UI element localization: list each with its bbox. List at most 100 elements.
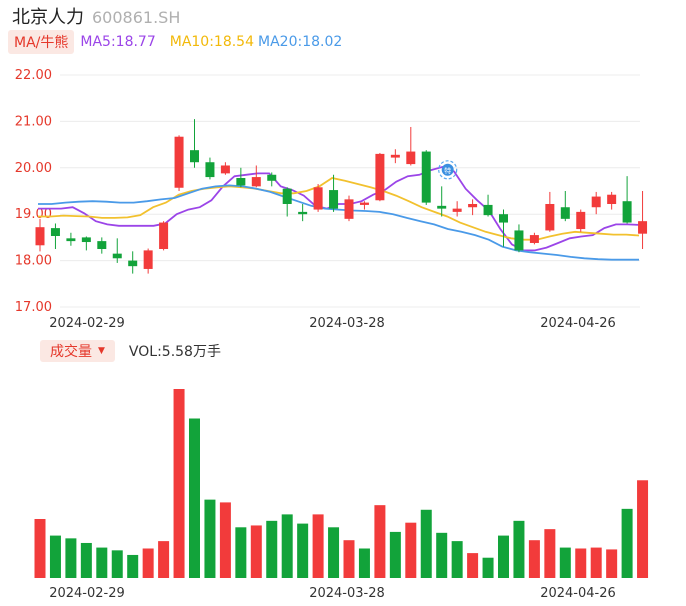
volume-bar bbox=[189, 418, 200, 578]
stock-name: 北京人力 bbox=[12, 7, 84, 28]
candle-body bbox=[452, 208, 462, 212]
candle bbox=[560, 191, 570, 222]
volume-bar bbox=[590, 547, 602, 578]
dropdown-caret-icon: ▼ bbox=[98, 346, 105, 356]
volume-bar bbox=[374, 505, 386, 578]
candle-body bbox=[359, 202, 369, 205]
volume-bar bbox=[142, 548, 154, 578]
candle-body bbox=[576, 211, 586, 230]
candle-body bbox=[313, 187, 323, 210]
candle bbox=[390, 149, 400, 164]
volume-bar bbox=[219, 502, 231, 578]
candle-body bbox=[344, 199, 354, 219]
candle bbox=[143, 248, 153, 274]
candle bbox=[452, 201, 462, 217]
candle-body bbox=[190, 150, 199, 163]
stock-code: 600861.SH bbox=[92, 8, 181, 27]
y-tick-label: 17.00 bbox=[15, 300, 52, 315]
candle-body bbox=[35, 227, 45, 246]
volume-bar bbox=[513, 520, 525, 578]
candle bbox=[344, 195, 354, 222]
volume-bar bbox=[343, 540, 355, 578]
candle bbox=[128, 251, 138, 274]
volume-bar bbox=[405, 522, 417, 578]
candle bbox=[421, 150, 431, 205]
candle bbox=[112, 238, 122, 263]
candle-body bbox=[81, 237, 91, 243]
volume-bar bbox=[575, 548, 587, 578]
candle bbox=[607, 191, 617, 210]
volume-bar bbox=[96, 547, 108, 578]
y-tick-label: 21.00 bbox=[15, 114, 52, 129]
candle bbox=[66, 232, 76, 246]
y-tick-label: 19.00 bbox=[15, 207, 52, 222]
candle-body bbox=[421, 151, 431, 203]
candle bbox=[359, 201, 369, 210]
candle bbox=[437, 186, 447, 217]
candle-body bbox=[282, 188, 292, 204]
ma-line-ma5 bbox=[38, 165, 640, 252]
candle bbox=[468, 199, 478, 216]
candle-body bbox=[267, 174, 277, 181]
volume-bar bbox=[80, 542, 92, 578]
volume-x-tick-label: 2024-04-26 bbox=[540, 586, 616, 601]
candle-body bbox=[483, 204, 493, 216]
candle-body bbox=[174, 136, 184, 188]
volume-bar bbox=[420, 509, 432, 578]
candle-body bbox=[514, 230, 524, 251]
candle bbox=[236, 167, 246, 188]
volume-indicator-tab[interactable]: 成交量 ▼ bbox=[40, 340, 115, 362]
marker-label: 特 bbox=[444, 166, 451, 175]
candle bbox=[282, 187, 292, 217]
volume-bar bbox=[204, 499, 216, 578]
candle bbox=[35, 218, 45, 252]
candle bbox=[298, 203, 308, 222]
ma-line-ma20 bbox=[38, 184, 639, 261]
candle-body bbox=[560, 207, 570, 219]
volume-bar bbox=[34, 518, 46, 578]
price-x-tick-label: 2024-02-29 bbox=[49, 316, 125, 331]
candle bbox=[638, 191, 648, 249]
ma-indicator-tab[interactable]: MA/牛熊 bbox=[8, 30, 75, 54]
candle-body bbox=[159, 222, 169, 249]
volume-bar bbox=[49, 535, 61, 578]
candle-body bbox=[143, 250, 153, 269]
volume-bar bbox=[482, 557, 494, 578]
candle bbox=[220, 162, 230, 175]
candle bbox=[267, 172, 277, 187]
candle-body bbox=[390, 154, 400, 158]
candle-body bbox=[298, 211, 308, 215]
volume-bar bbox=[127, 554, 139, 578]
candle bbox=[529, 232, 539, 245]
volume-bar bbox=[606, 549, 618, 578]
volume-legend: 成交量 ▼ VOL:5.58万手 bbox=[40, 340, 221, 362]
volume-bar bbox=[111, 550, 123, 578]
volume-bar bbox=[328, 527, 340, 578]
volume-value: VOL:5.58万手 bbox=[128, 344, 221, 360]
volume-bar bbox=[358, 548, 370, 578]
candle-body bbox=[638, 221, 648, 234]
candle-body bbox=[205, 162, 215, 178]
volume-bar bbox=[467, 553, 479, 578]
volume-bar bbox=[451, 541, 463, 578]
volume-x-tick-label: 2024-03-28 bbox=[309, 586, 385, 601]
ma5-value: MA5:18.77 bbox=[80, 34, 156, 50]
volume-bar bbox=[389, 531, 401, 578]
candle bbox=[50, 223, 60, 249]
candle-body bbox=[406, 151, 416, 165]
volume-bar bbox=[266, 520, 278, 578]
candle-body bbox=[499, 214, 508, 223]
volume-bar bbox=[65, 538, 77, 578]
candle-body bbox=[437, 205, 447, 209]
candle-body bbox=[220, 165, 230, 174]
candle-body bbox=[607, 194, 617, 204]
candle-body bbox=[97, 241, 107, 249]
candle bbox=[514, 224, 524, 253]
candle-body bbox=[112, 253, 122, 259]
candle bbox=[159, 221, 169, 251]
y-tick-label: 18.00 bbox=[15, 254, 52, 269]
candle bbox=[406, 126, 416, 166]
candle-body bbox=[375, 153, 385, 201]
candle bbox=[81, 236, 91, 251]
volume-bar bbox=[173, 389, 185, 578]
